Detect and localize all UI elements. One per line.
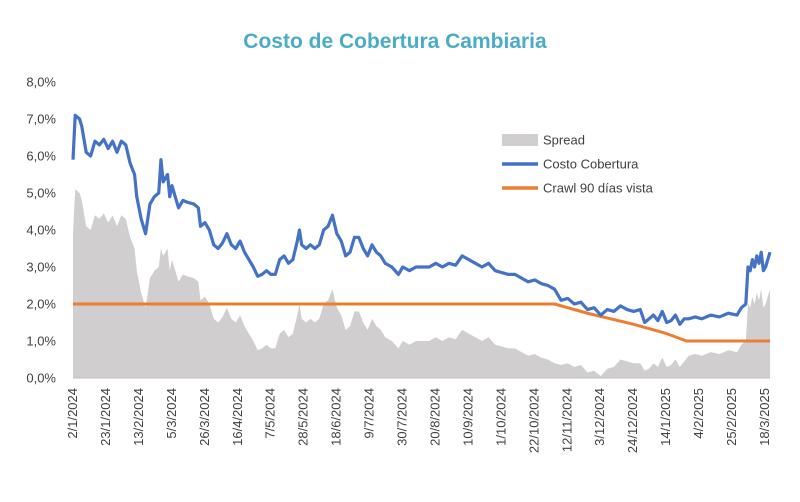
costo-line-layer [71,113,772,326]
legend-swatch-spread [502,134,538,146]
x-tick-label: 16/4/2024 [230,388,245,446]
x-tick-label: 7/5/2024 [263,388,278,439]
x-tick-label: 4/2/2025 [691,388,706,439]
y-tick-label: 1,0% [26,334,56,349]
costo-line [71,113,772,326]
y-tick-label: 4,0% [26,223,56,238]
x-tick-label: 12/11/2024 [559,388,574,452]
crawl-line [73,302,770,343]
legend: Spread Costo Cobertura Crawl 90 días vista [502,133,654,196]
legend-label: Spread [543,133,585,148]
y-axis-ticks: 0,0% 1,0% 2,0% 3,0% 4,0% 5,0% 6,0% 7,0% 8,0% [26,75,56,386]
crawl-line-layer [73,302,770,343]
x-tick-label: 20/8/2024 [427,388,442,446]
x-tick-label: 23/1/2024 [98,388,113,446]
legend-label: Costo Cobertura [543,157,639,172]
y-tick-label: 5,0% [26,186,56,201]
x-tick-label: 9/7/2024 [362,388,377,439]
x-tick-label: 2/1/2024 [65,388,80,439]
x-tick-label: 10/9/2024 [460,388,475,446]
y-tick-label: 2,0% [26,297,56,312]
x-tick-label: 28/5/2024 [296,388,311,446]
chart-title: Costo de Cobertura Cambiaria [243,30,547,53]
spread-area-layer [73,189,770,378]
x-tick-label: 5/3/2024 [164,388,179,439]
x-tick-label: 26/3/2024 [197,388,212,446]
y-tick-label: 8,0% [26,75,56,90]
x-tick-label: 1/10/2024 [493,388,508,446]
y-tick-label: 7,0% [26,112,56,127]
x-tick-label: 18/3/2025 [757,388,772,446]
x-tick-label: 24/12/2024 [625,388,640,453]
legend-label: Crawl 90 días vista [543,181,654,196]
y-tick-label: 3,0% [26,260,56,275]
y-tick-label: 0,0% [26,371,56,386]
x-axis-ticks: 2/1/2024 23/1/2024 13/2/2024 5/3/2024 26/3/2… [65,388,772,453]
spread-area [73,189,770,378]
x-tick-label: 18/6/2024 [329,388,344,446]
x-tick-label: 13/2/2024 [131,388,146,446]
x-tick-label: 22/10/2024 [526,388,541,453]
x-tick-label: 30/7/2024 [395,388,410,446]
x-tick-label: 14/1/2025 [658,388,673,446]
x-tick-label: 3/12/2024 [592,388,607,446]
x-tick-label: 25/2/2025 [724,388,739,446]
y-tick-label: 6,0% [26,149,56,164]
